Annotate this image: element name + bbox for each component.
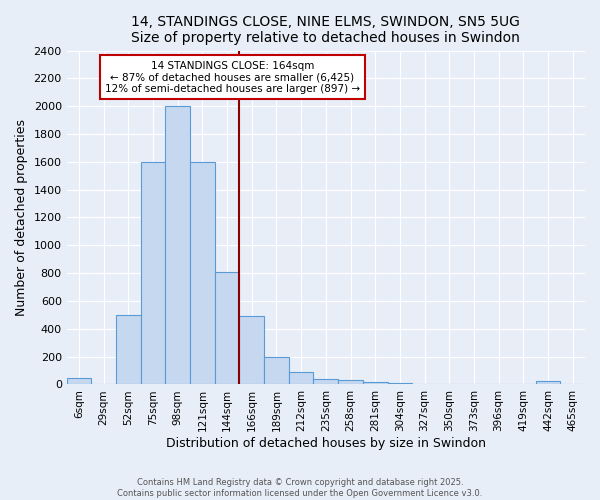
Bar [388,383,412,384]
Bar [363,382,388,384]
Bar [536,381,560,384]
Bar [116,315,141,384]
Bar [264,356,289,384]
Bar [215,272,239,384]
Bar [239,316,264,384]
Bar [67,378,91,384]
Bar [313,379,338,384]
Y-axis label: Number of detached properties: Number of detached properties [15,119,28,316]
Bar [289,372,313,384]
Bar [190,162,215,384]
Bar [166,106,190,384]
X-axis label: Distribution of detached houses by size in Swindon: Distribution of detached houses by size … [166,437,486,450]
Title: 14, STANDINGS CLOSE, NINE ELMS, SWINDON, SN5 5UG
Size of property relative to de: 14, STANDINGS CLOSE, NINE ELMS, SWINDON,… [131,15,520,45]
Bar [141,162,166,384]
Text: Contains HM Land Registry data © Crown copyright and database right 2025.
Contai: Contains HM Land Registry data © Crown c… [118,478,482,498]
Bar [338,380,363,384]
Text: 14 STANDINGS CLOSE: 164sqm
← 87% of detached houses are smaller (6,425)
12% of s: 14 STANDINGS CLOSE: 164sqm ← 87% of deta… [105,60,360,94]
